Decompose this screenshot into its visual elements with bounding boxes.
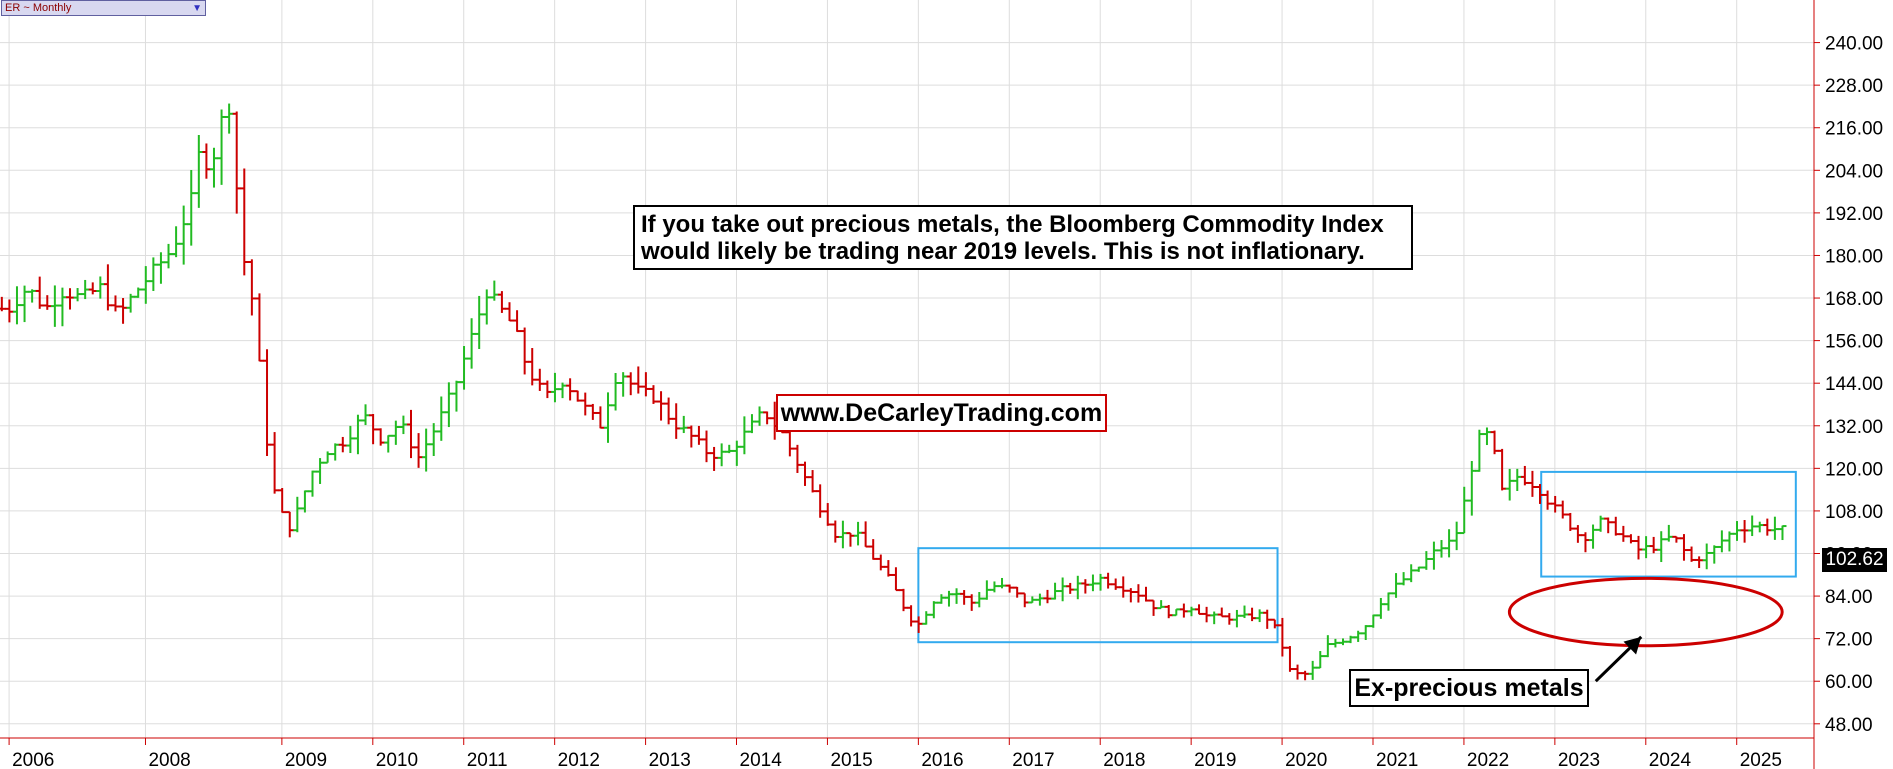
highlight-rectangle <box>917 547 1279 644</box>
x-tick-label: 2018 <box>1103 750 1145 769</box>
x-tick-label: 2016 <box>921 750 963 769</box>
y-tick-label: 240.00 <box>1825 34 1883 55</box>
y-tick-label: 132.00 <box>1825 417 1883 438</box>
y-tick-label: 60.00 <box>1825 672 1873 693</box>
triangle-down-icon[interactable]: ▼ <box>192 3 202 14</box>
y-tick-label: 108.00 <box>1825 502 1883 523</box>
y-tick-label: 168.00 <box>1825 289 1883 310</box>
x-tick-label: 2019 <box>1194 750 1236 769</box>
x-axis: 2006 2008 2009 2010 2011 2012 2013 2014 2015 2016… <box>0 737 1814 769</box>
x-tick-label: 2014 <box>740 750 783 769</box>
x-tick-label: 2022 <box>1467 750 1509 769</box>
x-tick-label: 2024 <box>1649 750 1692 769</box>
x-tick-label: 2006 <box>12 750 54 769</box>
y-tick-label: 144.00 <box>1825 374 1883 395</box>
annotation-shapes <box>1507 576 1784 683</box>
main-annotation-line-1: If you take out precious metals, the Blo… <box>641 211 1384 238</box>
ex-precious-metals-label: Ex-precious metals <box>1349 669 1589 707</box>
y-tick-label: 120.00 <box>1825 459 1883 480</box>
x-tick-label: 2009 <box>285 750 327 769</box>
y-tick-label: 156.00 <box>1825 332 1883 353</box>
x-tick-label: 2023 <box>1558 750 1600 769</box>
y-tick-label: 72.00 <box>1825 630 1873 651</box>
website-label: www.DeCarleyTrading.com <box>776 394 1107 432</box>
y-tick-label: 84.00 <box>1825 587 1873 608</box>
highlight-rectangle <box>1540 470 1797 578</box>
highlight-boxes <box>917 470 1797 644</box>
y-tick-label: 204.00 <box>1825 161 1883 182</box>
x-tick-label: 2017 <box>1012 750 1054 769</box>
y-tick-label: 216.00 <box>1825 119 1883 140</box>
x-tick-label: 2021 <box>1376 750 1418 769</box>
x-tick-label: 2010 <box>376 750 418 769</box>
last-price-tag: 102.62 <box>1822 548 1887 572</box>
x-tick-label: 2025 <box>1740 750 1782 769</box>
main-annotation: If you take out precious metals, the Blo… <box>633 205 1413 270</box>
x-tick-label: 2008 <box>148 750 190 769</box>
x-tick-label: 2015 <box>830 750 872 769</box>
main-annotation-line-2: would likely be trading near 2019 levels… <box>641 238 1365 265</box>
symbol-selector[interactable]: ER ~ Monthly ▼ <box>1 0 206 16</box>
y-tick-label: 180.00 <box>1825 246 1883 267</box>
y-tick-label: 192.00 <box>1825 204 1883 225</box>
x-tick-label: 2020 <box>1285 750 1327 769</box>
symbol-label: ER ~ Monthly <box>5 2 72 14</box>
projection-ellipse <box>1507 576 1784 648</box>
arrow-head-icon <box>1623 636 1642 655</box>
price-bars <box>0 103 1787 681</box>
x-tick-label: 2012 <box>558 750 600 769</box>
y-axis: 48.0060.0072.0084.0096.00108.00120.00132… <box>1813 0 1883 769</box>
x-tick-label: 2013 <box>649 750 691 769</box>
y-tick-label: 48.00 <box>1825 715 1873 736</box>
y-tick-label: 228.00 <box>1825 76 1883 97</box>
x-tick-label: 2011 <box>467 750 508 769</box>
